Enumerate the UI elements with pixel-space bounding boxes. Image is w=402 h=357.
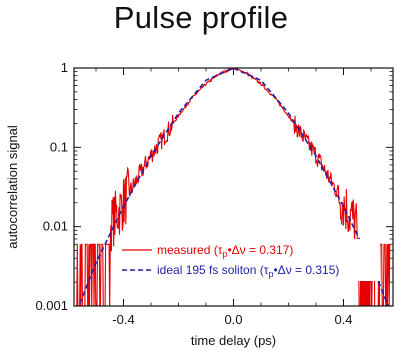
plot-area (76, 68, 391, 306)
plot-frame (73, 67, 394, 307)
legend-entry-main: ideal 195 fs soliton (τ (157, 263, 269, 277)
legend-entry-rest: •Δν = 0.317) (227, 243, 293, 257)
legend-entry: ideal 195 fs soliton (τp•Δν = 0.315) (157, 263, 339, 279)
x-tick-label: -0.4 (112, 312, 134, 327)
legend-entry-subscript: p (268, 269, 273, 279)
ideal-series-line (78, 68, 389, 306)
legend-entry-main: measured (τ (157, 243, 223, 257)
legend-box (118, 239, 380, 281)
y-axis-label: autocorrelation signal (5, 125, 20, 249)
y-tick-label: 0.01 (43, 219, 68, 234)
legend-entry: measured (τp•Δν = 0.317) (157, 243, 293, 259)
y-tick-label: 0.001 (35, 298, 68, 313)
y-tick-label: 1 (61, 60, 68, 75)
y-tick-label: 0.1 (50, 139, 68, 154)
chart-title: Pulse profile (113, 0, 289, 35)
legend-entry-rest: •Δν = 0.315) (273, 263, 339, 277)
x-axis-label: time delay (ps) (191, 333, 276, 348)
x-tick-label: 0.0 (224, 312, 242, 327)
x-tick-label: 0.4 (334, 312, 352, 327)
measured-series-line (76, 68, 391, 306)
legend-entry-subscript: p (222, 249, 227, 259)
